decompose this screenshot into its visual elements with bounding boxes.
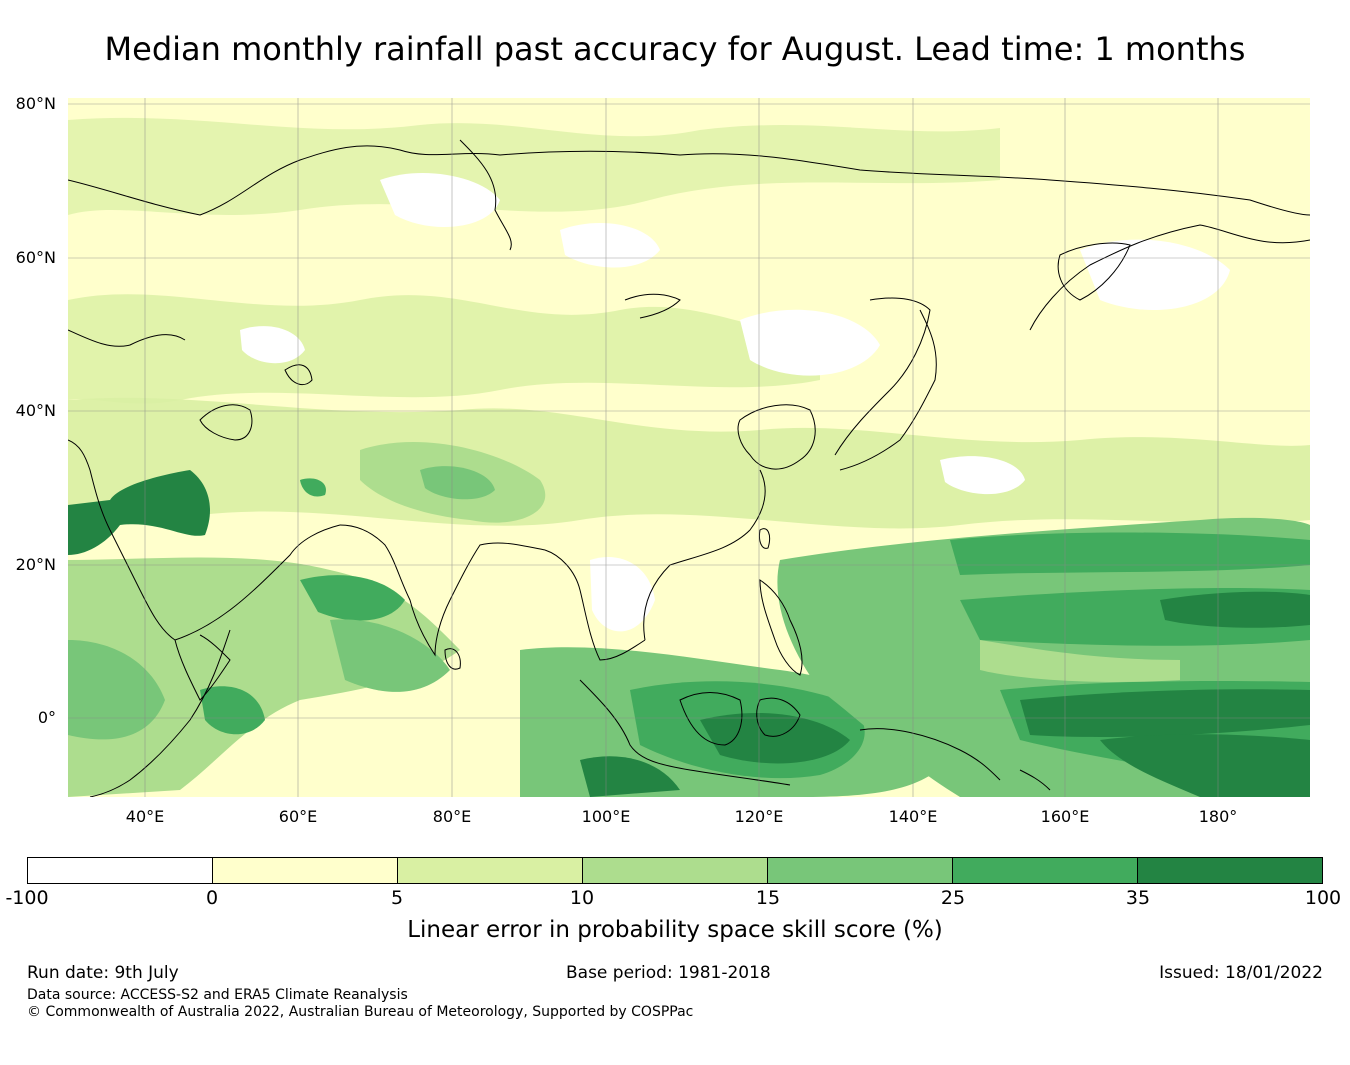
colorbar-segment	[953, 858, 1138, 883]
issued-date: Issued: 18/01/2022	[1159, 963, 1323, 983]
skill-field	[68, 117, 1310, 797]
lat-label-40n: 40°N	[15, 401, 56, 420]
data-source: Data source: ACCESS-S2 and ERA5 Climate …	[27, 987, 408, 1003]
lon-label-60e: 60°E	[278, 807, 318, 826]
lat-label-80n: 80°N	[15, 94, 56, 113]
colorbar-tick: -100	[5, 887, 49, 909]
colorbar-tick: 35	[1125, 887, 1151, 909]
colorbar-tick: 25	[940, 887, 966, 909]
colorbar-tick: 15	[755, 887, 781, 909]
lon-label-140e: 140°E	[888, 807, 938, 826]
colorbar	[27, 857, 1323, 884]
colorbar-tick: 100	[1304, 887, 1342, 909]
colorbar-segment	[768, 858, 953, 883]
coastlines	[68, 139, 1310, 797]
run-date: Run date: 9th July	[27, 963, 179, 983]
lon-label-40e: 40°E	[125, 807, 165, 826]
colorbar-segment	[28, 858, 213, 883]
copyright: © Commonwealth of Australia 2022, Austra…	[27, 1004, 694, 1020]
lon-label-80e: 80°E	[432, 807, 472, 826]
lon-label-100e: 100°E	[581, 807, 631, 826]
lon-label-120e: 120°E	[734, 807, 784, 826]
map-title: Median monthly rainfall past accuracy fo…	[104, 30, 1246, 68]
colorbar-tick: 0	[205, 887, 219, 909]
colorbar-segment	[398, 858, 583, 883]
lat-label-20n: 20°N	[15, 555, 56, 574]
colorbar-tick: 5	[390, 887, 404, 909]
graticule	[68, 98, 1310, 797]
colorbar-tick: 10	[569, 887, 595, 909]
lat-label-60n: 60°N	[15, 248, 56, 267]
lon-label-160e: 160°E	[1040, 807, 1090, 826]
colorbar-label: Linear error in probability space skill …	[407, 917, 943, 943]
colorbar-segment	[583, 858, 768, 883]
colorbar-segment	[1138, 858, 1322, 883]
lon-label-180: 180°	[1198, 807, 1238, 826]
base-period: Base period: 1981-2018	[566, 963, 771, 983]
lat-label-0: 0°	[37, 708, 56, 727]
colorbar-segment	[213, 858, 398, 883]
